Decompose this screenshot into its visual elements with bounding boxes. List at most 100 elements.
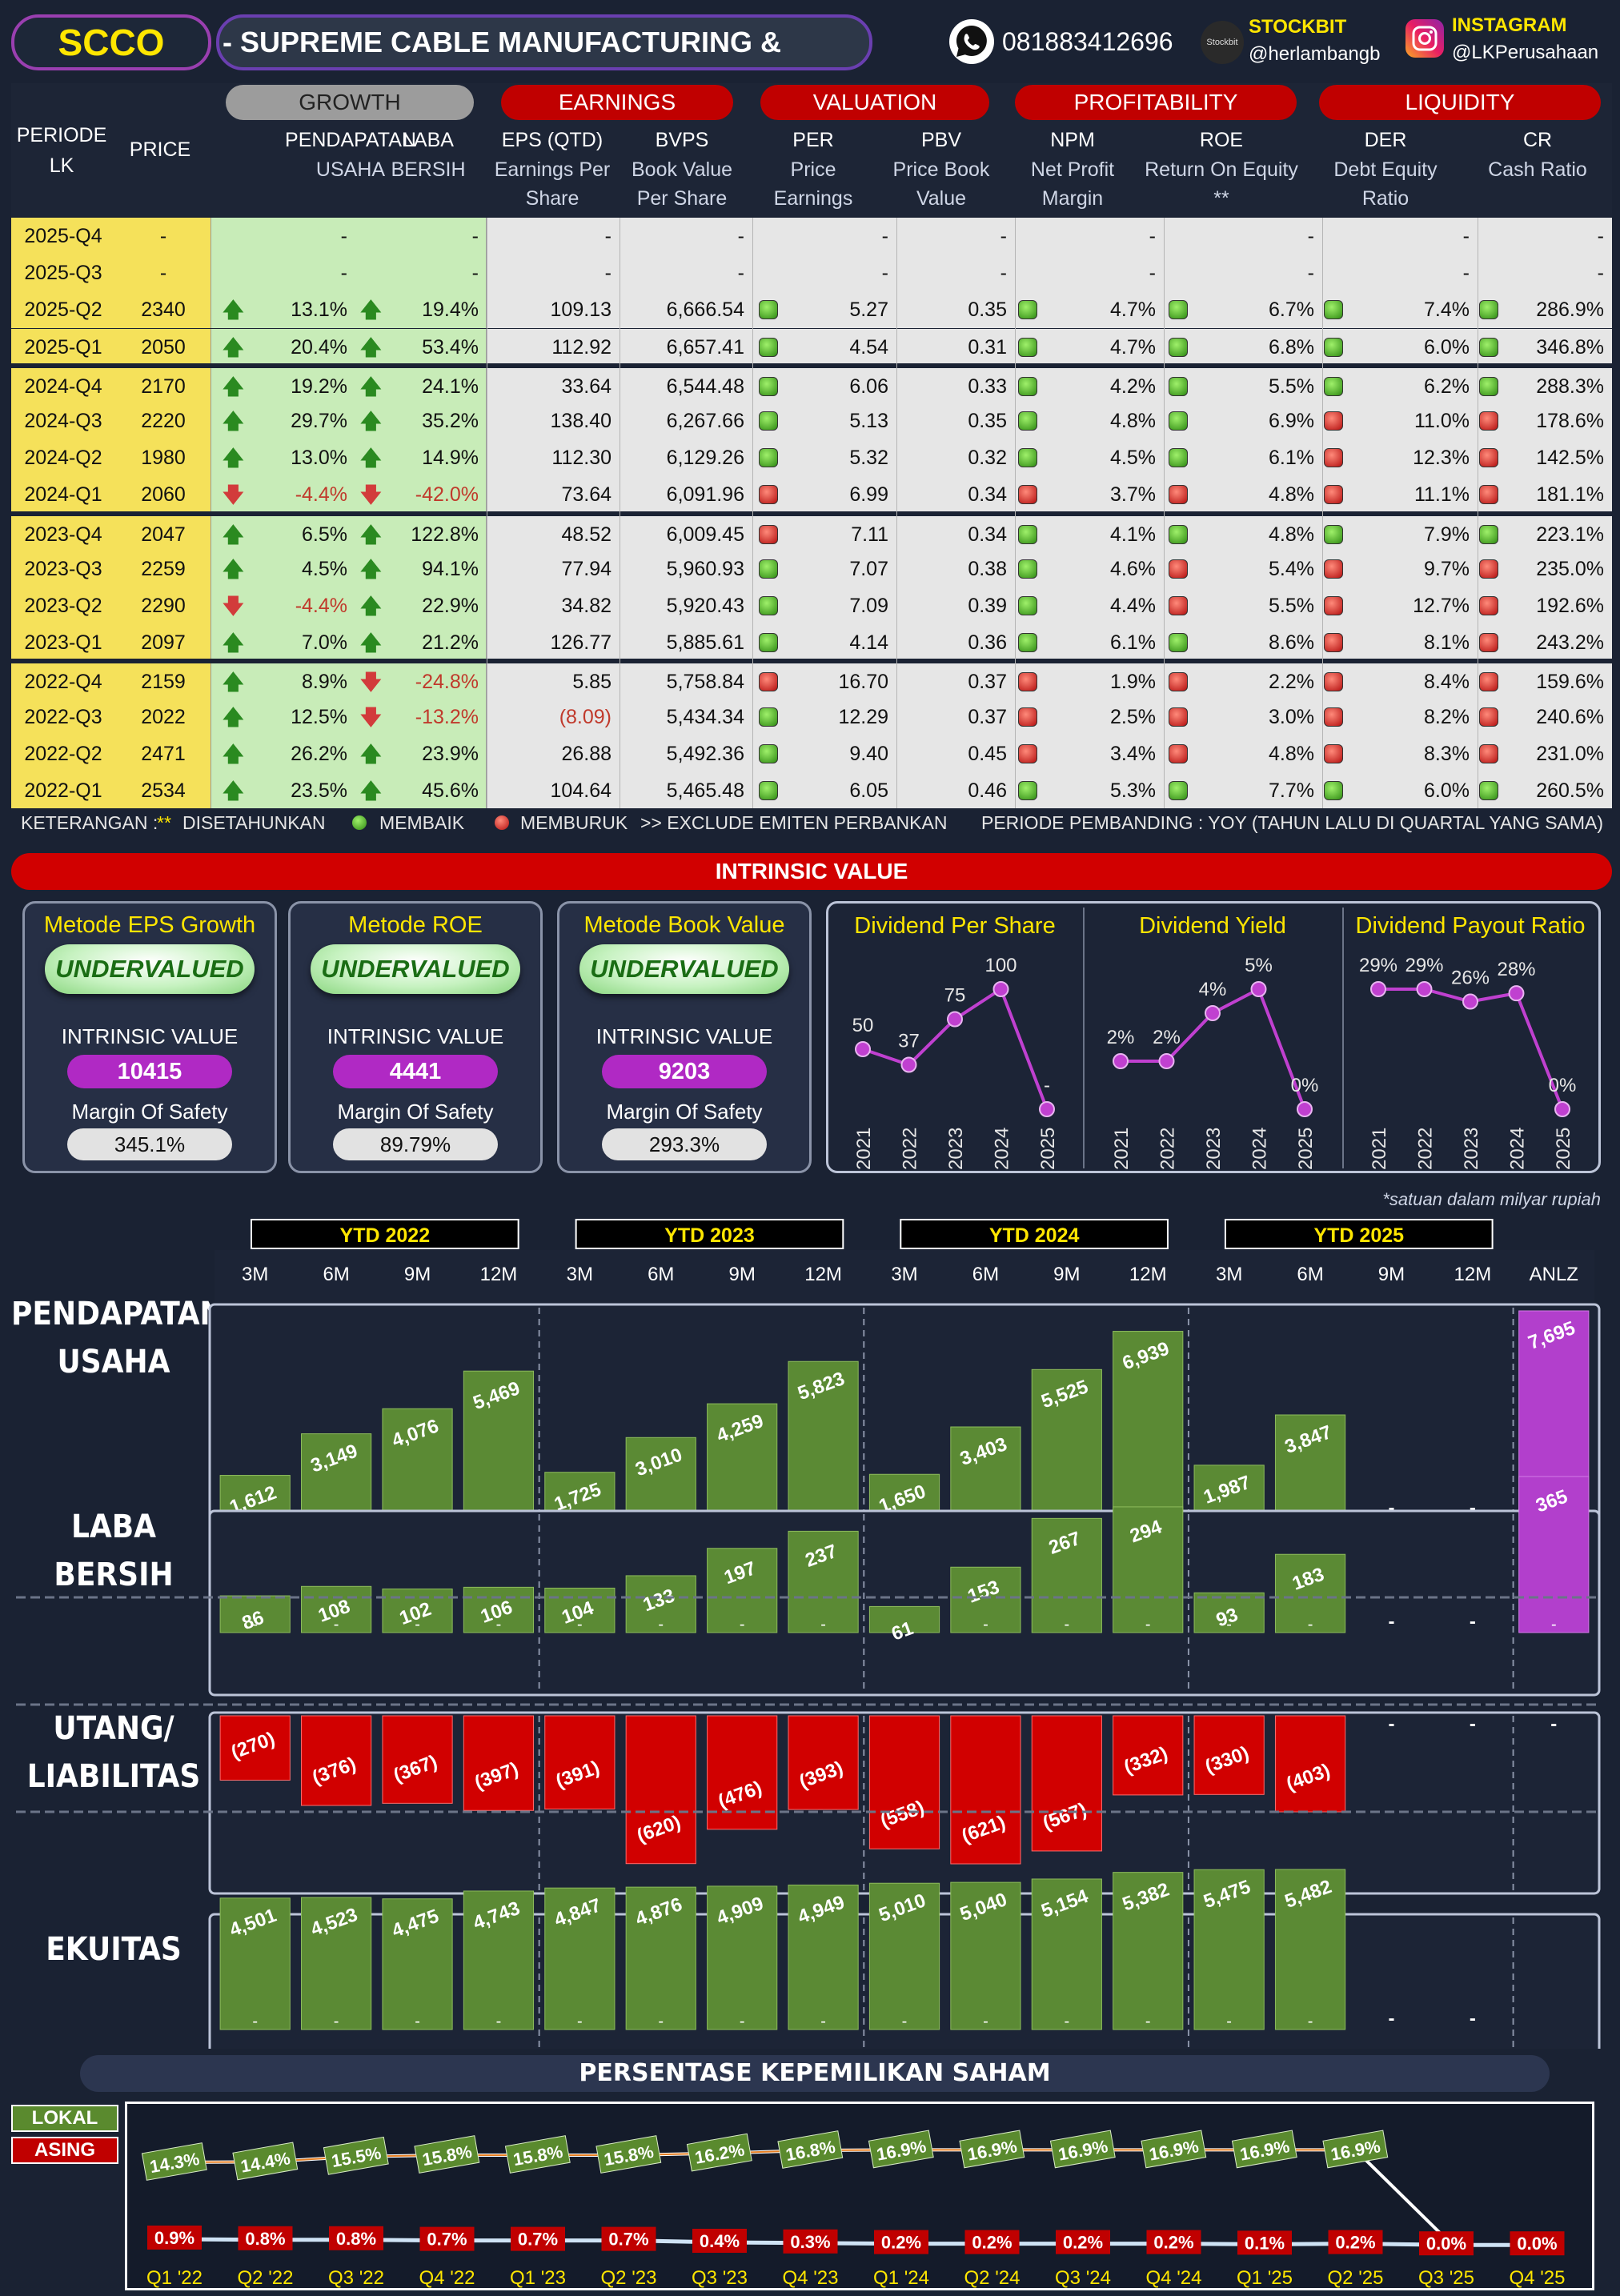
bar-dash: - — [1064, 1616, 1069, 1633]
cell-pbv: 0.38 — [968, 557, 1007, 580]
quarter-label: Q3 '23 — [692, 2267, 748, 2289]
table-row: 2022-Q3 2022 🡅 12.5% 🡇 -13.2% (8.09) 5,434.34 12… — [11, 698, 1612, 735]
cell-bg — [11, 403, 211, 439]
dividend-value-label: 75 — [944, 985, 966, 1007]
cell-bvps: 5,885.61 — [666, 631, 744, 655]
cell-per: 7.07 — [849, 557, 888, 580]
table-row: 2023-Q3 2259 🡅 4.5% 🡅 94.1% 77.94 5,960.93 7.07 0… — [11, 550, 1612, 587]
arrow-up-icon: 🡅 — [223, 522, 244, 547]
arrow-up-icon: 🡅 — [360, 335, 382, 359]
cell-rev-growth: 19.2% — [291, 375, 347, 398]
cell-pbv: 0.37 — [968, 671, 1007, 694]
asing-value-box — [1237, 2230, 1292, 2255]
table-row: 2025-Q1 2050 🡅 20.4% 🡅 53.4% 112.92 6,657.41 4.5… — [11, 328, 1612, 366]
lokal-value-box — [686, 2133, 752, 2172]
bar — [625, 1437, 696, 1520]
col-5-sub: Price Book Value — [892, 158, 990, 210]
status-dot-icon — [1324, 485, 1343, 505]
cell-bg — [211, 291, 487, 329]
iv-method-title: Metode Book Value — [583, 912, 785, 938]
status-dot-icon — [759, 781, 778, 800]
bar-dash: - — [1226, 2013, 1232, 2030]
bar — [868, 1882, 940, 2030]
cell-der: 6.0% — [1424, 779, 1470, 802]
dividend-value-label: 5% — [1245, 955, 1273, 976]
iv-label: INTRINSIC VALUE — [61, 1024, 239, 1048]
cell-bvps: 5,434.34 — [666, 705, 744, 728]
cell-periode: 2025-Q4 — [24, 225, 102, 247]
bar — [788, 1530, 859, 1633]
cell-eps: 34.82 — [561, 595, 612, 617]
table-row: 2023-Q1 2097 🡅 7.0% 🡅 21.2% 126.77 5,885.61 4.14… — [11, 624, 1612, 662]
cell-price: 2340 — [141, 299, 186, 322]
cell-der: 12.3% — [1413, 447, 1470, 470]
dividend-value-label: 0% — [1291, 1075, 1319, 1096]
cell-eps: 126.77 — [550, 631, 612, 655]
status-dot-icon — [1324, 337, 1343, 357]
status-dot-icon — [759, 596, 778, 615]
dividend-chart-title: Dividend Yield — [1139, 913, 1286, 939]
arrow-up-icon: 🡅 — [223, 779, 244, 803]
bar — [1031, 1368, 1102, 1520]
cell-cr: 346.8% — [1536, 335, 1604, 359]
cell-cr: 178.6% — [1536, 410, 1604, 432]
cell-npm: 4.2% — [1110, 375, 1156, 398]
bar — [868, 1605, 940, 1633]
cell-per: 12.29 — [838, 705, 888, 728]
dividend-charts: Dividend Per Share 50 2021 37 2022 75 2023 100 2… — [852, 908, 1585, 1170]
cell-ni-growth: -24.8% — [415, 671, 479, 694]
bar-dash: - — [1145, 1616, 1151, 1633]
cell-rev-growth: 29.7% — [291, 410, 347, 432]
cell-per: - — [881, 262, 888, 285]
dividend-value-label: 28% — [1497, 959, 1535, 980]
status-dot-icon — [1324, 781, 1343, 800]
cell-bg — [211, 515, 487, 553]
cell-pbv: 0.34 — [968, 483, 1007, 507]
cell-bg — [211, 772, 487, 809]
status-dot-icon — [1169, 559, 1188, 579]
arrow-down-icon: 🡇 — [223, 483, 244, 507]
dividend-year-label: 2023 — [945, 1128, 967, 1170]
cell-der: 7.9% — [1424, 523, 1470, 546]
status-dot-icon — [759, 633, 778, 653]
cell-npm: 1.9% — [1110, 671, 1156, 694]
column-separator — [1322, 218, 1323, 810]
cell-price: 2159 — [141, 671, 186, 694]
cell-eps: 77.94 — [561, 557, 612, 580]
asing-value-box — [238, 2226, 293, 2250]
bar — [219, 1595, 291, 1633]
cell-per: 7.09 — [849, 595, 888, 617]
cell-pbv: 0.33 — [968, 375, 1007, 398]
dividend-point — [1297, 1101, 1313, 1117]
bar — [707, 1715, 778, 1830]
bar — [544, 1587, 616, 1633]
cell-roe: 5.4% — [1269, 557, 1314, 580]
category-label: 9M — [404, 1264, 431, 1285]
asing-value-label: 0.0% — [1426, 2234, 1466, 2254]
cell-cr: 260.5% — [1536, 779, 1604, 802]
bar — [1031, 1878, 1102, 2030]
category-label: 12M — [804, 1264, 842, 1285]
cell-eps: 138.40 — [550, 410, 612, 432]
cell-roe: 2.2% — [1269, 671, 1314, 694]
cell-bg — [487, 403, 1612, 439]
dividend-value-label: 29% — [1359, 955, 1397, 976]
cell-bvps: 6,129.26 — [666, 447, 744, 470]
cell-bvps: 6,267.66 — [666, 410, 744, 432]
cell-rev-growth: - — [340, 225, 347, 247]
dividend-year-label: 2024 — [992, 1128, 1013, 1170]
bar-empty-label: - — [1388, 1611, 1394, 1633]
mos-value: 89.79% — [333, 1128, 498, 1160]
cell-bg — [11, 439, 211, 477]
bar-dash: - — [658, 1616, 664, 1633]
cell-per: 5.32 — [849, 447, 888, 470]
cell-eps: 112.30 — [551, 447, 612, 470]
cell-bg — [211, 439, 487, 477]
dividend-year-label: 2024 — [1507, 1128, 1529, 1170]
cell-cr: 159.6% — [1536, 671, 1604, 694]
cell-bg — [487, 367, 1612, 405]
bar — [625, 1715, 696, 1865]
dividend-point — [992, 981, 1009, 997]
cell-bg — [487, 698, 1612, 735]
cell-bg — [211, 587, 487, 624]
